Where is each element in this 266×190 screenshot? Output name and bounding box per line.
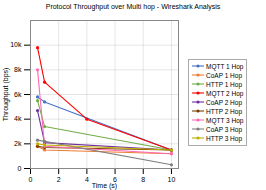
svg-text:0: 0	[18, 165, 22, 172]
html-text:CoAP 3 Hop: CoAP 3 Hop	[206, 125, 242, 133]
svg-text:8k: 8k	[14, 66, 22, 73]
html-text:MQTT 2 Hop: MQTT 2 Hop	[206, 89, 244, 97]
svg-text:4k: 4k	[14, 115, 22, 122]
html-text:CoAP 1 Hop: CoAP 1 Hop	[206, 71, 242, 79]
svg-text:Throughput (bps): Throughput (bps)	[2, 68, 10, 122]
svg-text:6: 6	[113, 176, 117, 184]
svg-text:Time (s): Time (s)	[92, 182, 117, 190]
html-text:HTTP 1 Hop: HTTP 1 Hop	[206, 80, 242, 88]
svg-text:2: 2	[57, 176, 61, 183]
svg-text:4: 4	[85, 176, 89, 183]
html-text:MQTT 3 Hop: MQTT 3 Hop	[206, 116, 244, 124]
html-text:HTTP 2 Hop: HTTP 2 Hop	[206, 107, 242, 115]
html-text:MQTT 1 Hop: MQTT 1 Hop	[206, 62, 244, 70]
html-text:HTTP 3 Hop: HTTP 3 Hop	[206, 134, 242, 142]
svg-text:2k: 2k	[14, 140, 22, 147]
svg-text:8: 8	[141, 176, 145, 183]
svg-text:10k: 10k	[10, 41, 22, 48]
svg-text:10: 10	[168, 176, 176, 183]
html-text:CoAP 2 Hop: CoAP 2 Hop	[206, 98, 242, 106]
svg-text:0: 0	[29, 176, 33, 183]
svg-text:6k: 6k	[14, 91, 22, 98]
html-text:Protocol Throughput over Multi: Protocol Throughput over Multi hop - Wir…	[45, 3, 221, 10]
